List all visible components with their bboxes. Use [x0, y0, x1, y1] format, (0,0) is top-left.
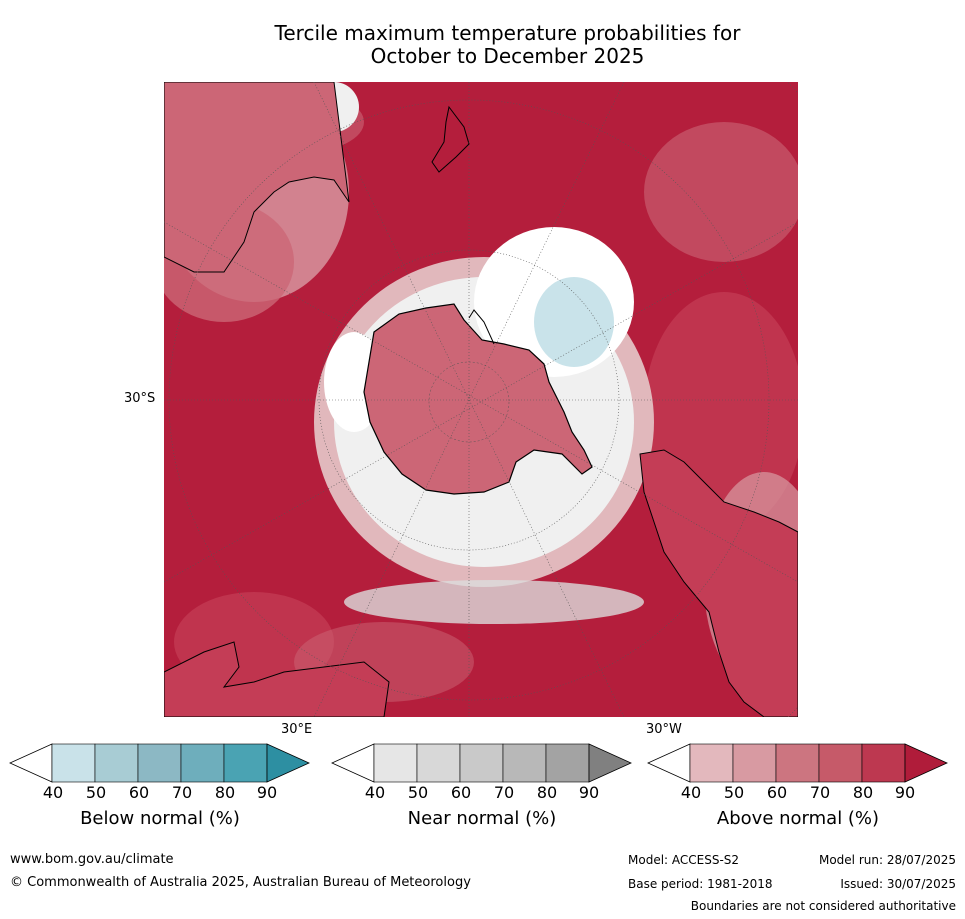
colorbar-cell-80	[223, 743, 268, 783]
copyright-text: © Commonwealth of Australia 2025, Austra…	[10, 875, 471, 890]
colorbar-cell-60	[775, 743, 820, 783]
disclaimer-text: Boundaries are not considered authoritat…	[690, 899, 956, 913]
colorbar-above-extend-low	[647, 743, 691, 783]
issued-date: Issued: 30/07/2025	[840, 877, 956, 891]
colorbar-near-extend-high	[588, 743, 632, 783]
colorbar-cell-50	[416, 743, 461, 783]
colorbar-near-normal	[331, 743, 632, 783]
colorbar-below-ticks: 40 50 60 70 80 90	[10, 783, 310, 803]
colorbar-near-svg	[331, 743, 632, 783]
tick: 70	[809, 783, 831, 802]
map-svg	[164, 82, 798, 717]
africa-coast	[164, 641, 390, 717]
colorbar-cell-70	[502, 743, 547, 783]
colorbar-near-label: Near normal (%)	[407, 808, 557, 829]
tick: 40	[42, 783, 64, 802]
colorbar-below-label: Below normal (%)	[80, 808, 240, 829]
tick: 60	[766, 783, 788, 802]
base-period: Base period: 1981-2018	[628, 877, 773, 891]
south-america-coast	[639, 449, 798, 717]
longitude-label-east: 30°E	[281, 722, 313, 737]
title-line-2: October to December 2025	[370, 44, 645, 68]
colorbar-below-extend-high	[266, 743, 310, 783]
longitude-label-west: 30°W	[646, 722, 682, 737]
title-line-1: Tercile maximum temperature probabilitie…	[274, 21, 741, 45]
colorbar-cell-50	[732, 743, 777, 783]
colorbar-below-extend-low	[9, 743, 53, 783]
colorbar-cell-80	[861, 743, 906, 783]
colorbar-cell-60	[459, 743, 504, 783]
tick: 50	[85, 783, 107, 802]
model-name: Model: ACCESS-S2	[628, 853, 740, 867]
colorbar-below-normal	[9, 743, 310, 783]
colorbar-above-normal	[647, 743, 948, 783]
latitude-label: 30°S	[124, 391, 156, 406]
graticule	[164, 82, 798, 717]
tick: 60	[450, 783, 472, 802]
colorbar-cell-80	[545, 743, 590, 783]
new-zealand-coast	[431, 105, 470, 173]
colorbar-cell-60	[137, 743, 182, 783]
colorbar-above-extend-high	[904, 743, 948, 783]
chart-title: Tercile maximum temperature probabilitie…	[0, 22, 965, 68]
tick: 90	[894, 783, 916, 802]
colorbar-near-ticks: 40 50 60 70 80 90	[332, 783, 632, 803]
tick: 70	[171, 783, 193, 802]
tick: 40	[364, 783, 386, 802]
tick: 40	[680, 783, 702, 802]
colorbar-below-svg	[9, 743, 310, 783]
australia-coast	[164, 82, 350, 273]
colorbar-cell-40	[373, 743, 418, 783]
website-link[interactable]: www.bom.gov.au/climate	[10, 852, 174, 867]
tick: 70	[493, 783, 515, 802]
colorbar-above-label: Above normal (%)	[716, 808, 880, 829]
tick: 80	[536, 783, 558, 802]
tick: 80	[852, 783, 874, 802]
colorbar-cell-70	[818, 743, 863, 783]
colorbar-above-ticks: 40 50 60 70 80 90	[648, 783, 948, 803]
colorbar-cell-50	[94, 743, 139, 783]
colorbar-cell-40	[51, 743, 96, 783]
tick: 50	[723, 783, 745, 802]
colorbar-near-extend-low	[331, 743, 375, 783]
tick: 90	[578, 783, 600, 802]
model-run-date: Model run: 28/07/2025	[818, 853, 956, 867]
colorbar-cell-40	[689, 743, 734, 783]
antarctic-peninsula	[468, 309, 495, 345]
tick: 80	[214, 783, 236, 802]
tick: 90	[256, 783, 278, 802]
colorbar-above-svg	[647, 743, 948, 783]
colorbar-cell-70	[180, 743, 225, 783]
tick: 50	[407, 783, 429, 802]
probability-map	[164, 82, 798, 717]
tick: 60	[128, 783, 150, 802]
